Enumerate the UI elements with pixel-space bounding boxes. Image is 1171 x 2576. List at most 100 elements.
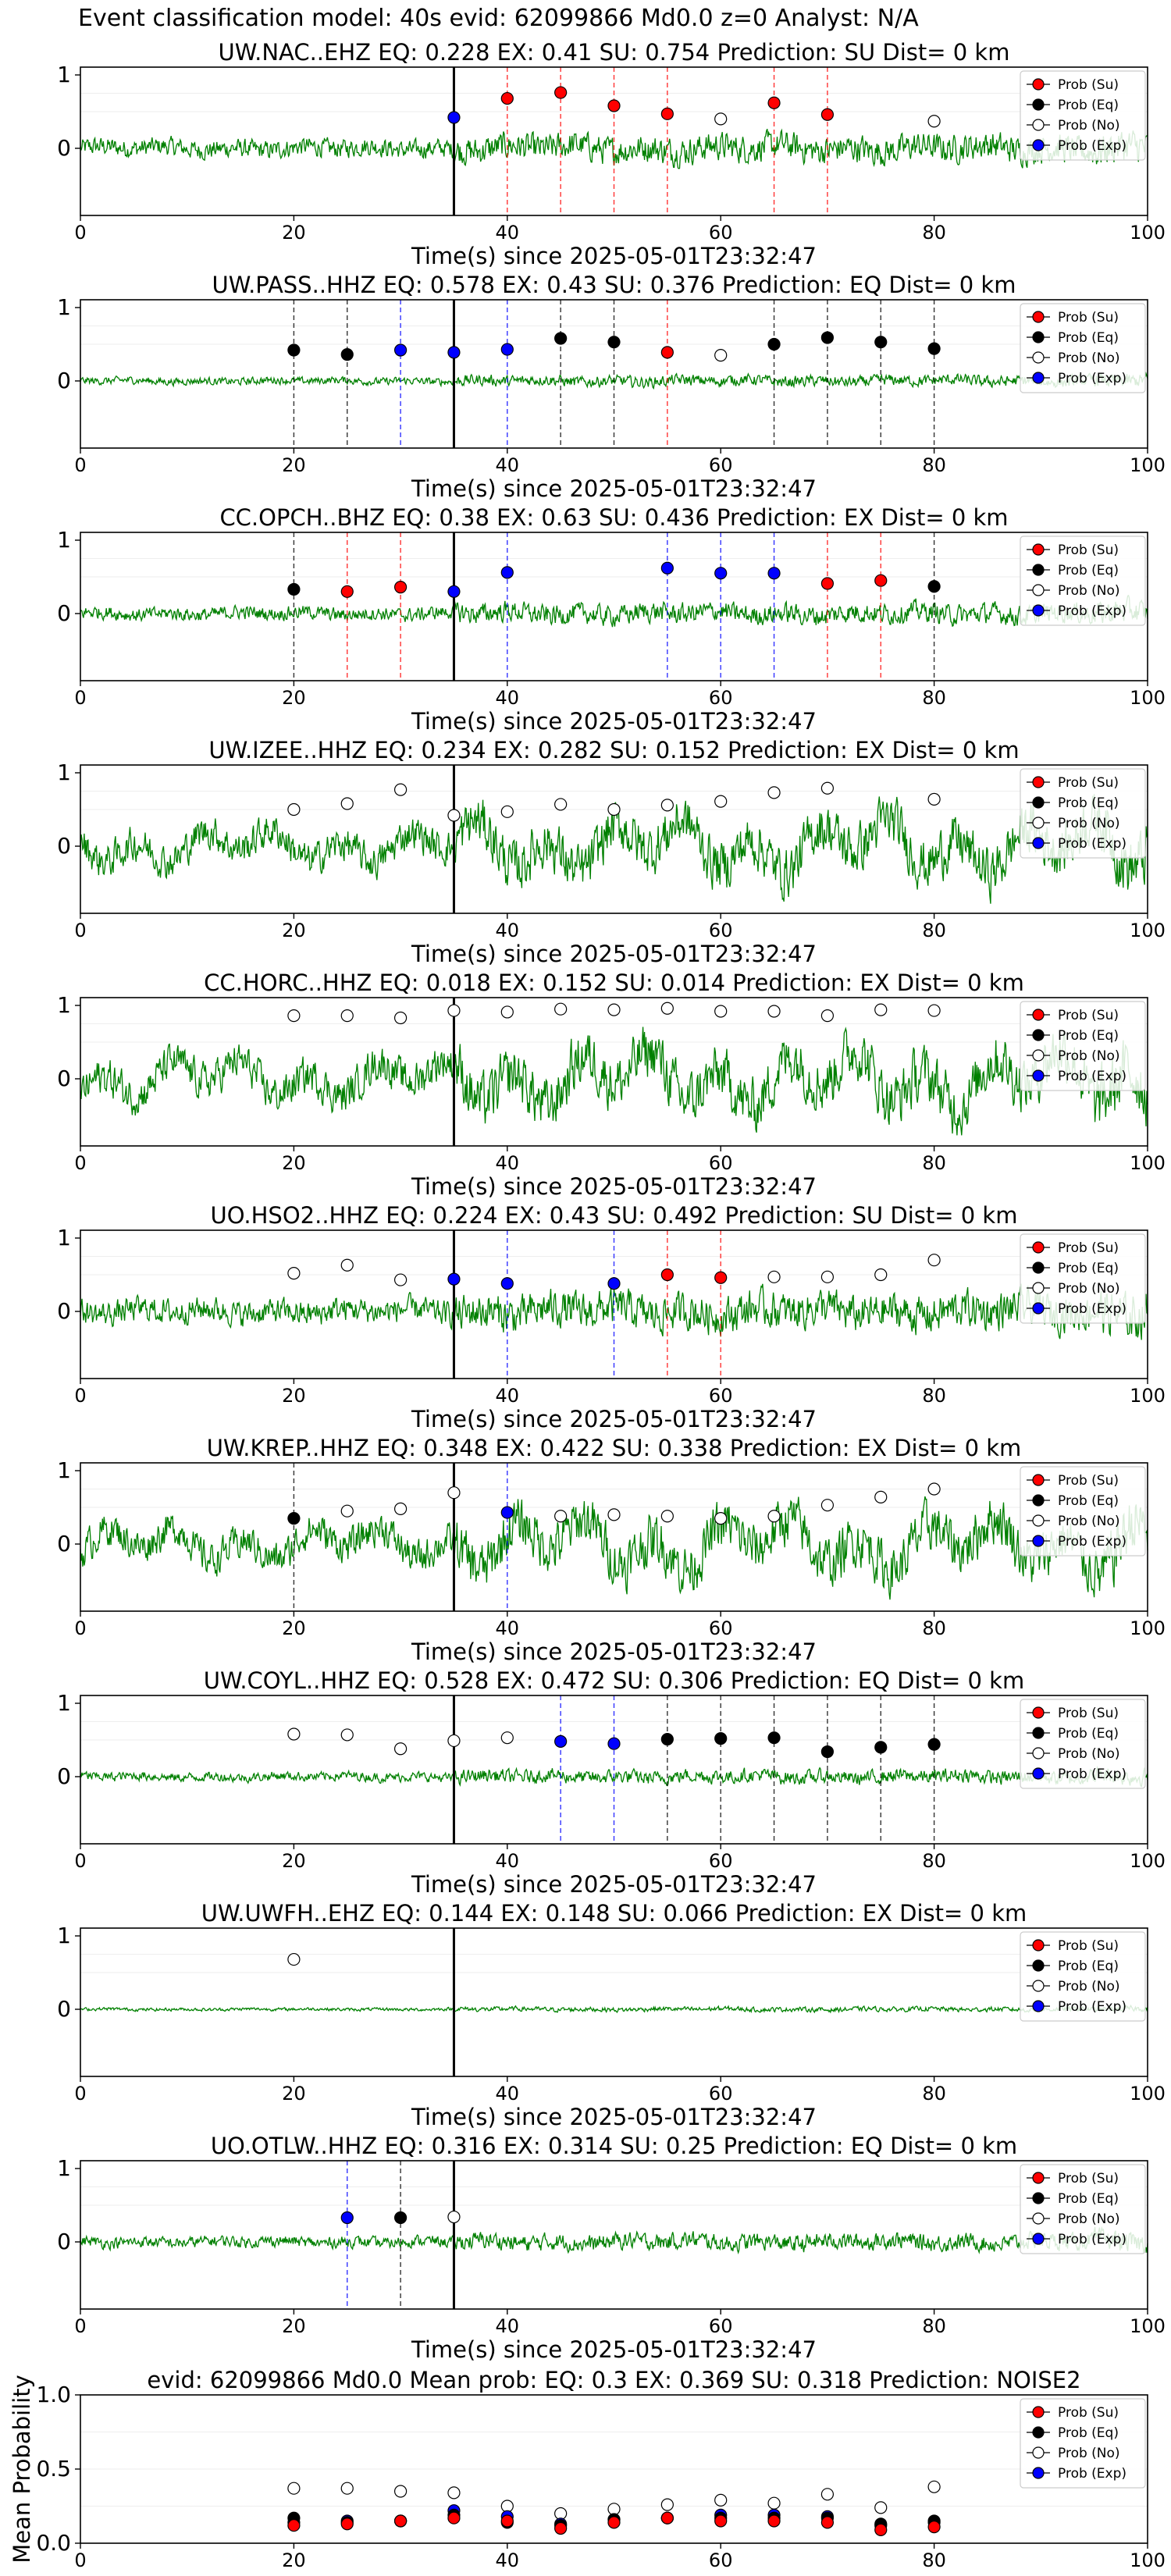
mean-point-su — [393, 2514, 408, 2528]
legend-label-exp: Prob (Exp) — [1058, 138, 1127, 154]
legend-marker-exp — [1032, 2233, 1045, 2245]
legend-label-no: Prob (No) — [1058, 1746, 1120, 1762]
legend-marker-su — [1032, 2172, 1045, 2184]
prob-point-no — [660, 799, 674, 812]
waveform-trace — [80, 372, 1148, 390]
y-tick-label: 1 — [57, 992, 71, 1018]
mean-point-su — [927, 2521, 941, 2534]
prob-point-no — [927, 792, 941, 806]
prob-point-eq — [927, 342, 941, 355]
x-tick-label: 100 — [1130, 2083, 1166, 2105]
y-tick-label: 1 — [57, 294, 71, 320]
legend-label-su: Prob (Su) — [1058, 775, 1119, 791]
legend-label-eq: Prob (Eq) — [1058, 2191, 1119, 2207]
x-tick-label: 100 — [1130, 222, 1166, 244]
legend-marker-exp — [1032, 604, 1045, 617]
legend-marker-eq — [1032, 1261, 1045, 1274]
legend-label-su: Prob (Su) — [1058, 1240, 1119, 1256]
legend-label-su: Prob (Su) — [1058, 1473, 1119, 1489]
legend-label-su: Prob (Su) — [1058, 2171, 1119, 2186]
x-axis-label: Time(s) since 2025-05-01T23:32:47 — [411, 1173, 817, 1200]
mean-probability-panel: 0 20 40 60 80 100 0.0 0.5 1.0 evid: 62099866 Md0.… — [9, 2367, 1166, 2571]
legend-label-exp: Prob (Exp) — [1058, 2466, 1127, 2482]
legend-marker-exp — [1032, 1302, 1045, 1315]
legend-label-exp: Prob (Exp) — [1058, 836, 1127, 852]
prob-point-no — [447, 1004, 461, 1017]
prob-point-exp — [447, 585, 461, 598]
mean-point-su — [607, 2516, 621, 2529]
x-tick-label: 0 — [74, 920, 86, 941]
legend-marker-exp — [1032, 1069, 1045, 1082]
legend-box — [1020, 535, 1146, 626]
legend-label-su: Prob (Su) — [1058, 77, 1119, 93]
prob-point-no — [927, 1004, 941, 1017]
legend-label-eq: Prob (Eq) — [1058, 1959, 1119, 1974]
prob-point-no — [660, 1510, 674, 1523]
plot-frame — [80, 532, 1148, 681]
x-tick-label: 20 — [282, 1617, 306, 1639]
waveform-panel: 0 20 40 60 80 100 0 1 UW.IZEE..HHZ EQ: 0.234 EX:… — [57, 737, 1166, 967]
prob-point-no — [607, 1003, 621, 1016]
panel-title: UO.OTLW..HHZ EQ: 0.316 EX: 0.314 SU: 0.2… — [211, 2133, 1017, 2159]
prob-point-eq — [660, 1732, 674, 1746]
prob-point-no — [340, 1009, 354, 1023]
prob-point-su — [340, 585, 354, 598]
prob-point-exp — [660, 561, 674, 575]
x-tick-label: 20 — [282, 1385, 306, 1407]
mean-point-su — [660, 2511, 674, 2524]
prob-point-no — [714, 112, 728, 126]
prob-point-no — [820, 1009, 835, 1023]
mean-point-no — [287, 2482, 301, 2495]
plot-frame — [80, 299, 1148, 449]
legend-marker-eq — [1032, 796, 1045, 809]
legend-label-no: Prob (No) — [1058, 1048, 1120, 1064]
prob-point-eq — [820, 331, 835, 344]
prob-point-eq — [554, 332, 568, 345]
mean-point-su — [554, 2521, 568, 2535]
prob-point-eq — [927, 1738, 941, 1751]
prob-point-exp — [500, 1506, 514, 1519]
legend-marker-exp — [1032, 1767, 1045, 1780]
prob-point-no — [767, 1005, 781, 1018]
legend-marker-eq — [1032, 1494, 1045, 1507]
x-tick-label: 0 — [74, 2315, 86, 2337]
prob-point-no — [714, 349, 728, 362]
y-tick-label: 1 — [57, 2155, 71, 2181]
prob-point-no — [500, 805, 514, 818]
legend-marker-eq — [1032, 98, 1045, 111]
prob-point-no — [714, 795, 728, 808]
waveform-panel: 0 20 40 60 80 100 0 1 UW.UWFH..EHZ EQ: 0.144 EX:… — [57, 1900, 1166, 2130]
y-tick-label: 1 — [57, 760, 71, 785]
waveform-trace — [80, 1026, 1148, 1136]
prob-point-exp — [554, 1735, 568, 1748]
legend-box — [1020, 70, 1146, 161]
prob-point-no — [874, 1490, 888, 1503]
prob-point-no — [714, 1511, 728, 1525]
x-tick-label: 40 — [496, 1850, 520, 1872]
legend-box — [1020, 1233, 1146, 1324]
legend-label-su: Prob (Su) — [1058, 543, 1119, 558]
prob-point-exp — [607, 1277, 621, 1290]
legend-marker-su — [1032, 543, 1045, 556]
legend-label-su: Prob (Su) — [1058, 1706, 1119, 1721]
y-tick-label: 0.5 — [36, 2456, 71, 2482]
legend-box — [1020, 1466, 1146, 1557]
x-tick-label: 80 — [922, 2315, 946, 2337]
x-tick-label: 60 — [709, 1617, 733, 1639]
prob-point-su — [660, 1268, 674, 1282]
prob-point-su — [500, 91, 514, 105]
prob-point-su — [820, 108, 835, 121]
legend-box — [1020, 768, 1146, 859]
x-tick-label: 0 — [74, 1152, 86, 1174]
x-tick-label: 60 — [709, 920, 733, 941]
prob-point-no — [447, 2210, 461, 2224]
x-tick-label: 0 — [74, 1850, 86, 1872]
legend-marker-no — [1032, 1049, 1045, 1062]
x-tick-label: 60 — [709, 1152, 733, 1174]
x-tick-label: 60 — [709, 1385, 733, 1407]
legend-label-exp: Prob (Exp) — [1058, 2232, 1127, 2247]
plot-frame — [80, 997, 1148, 1147]
x-tick-label: 100 — [1130, 2315, 1166, 2337]
prob-point-no — [767, 786, 781, 799]
